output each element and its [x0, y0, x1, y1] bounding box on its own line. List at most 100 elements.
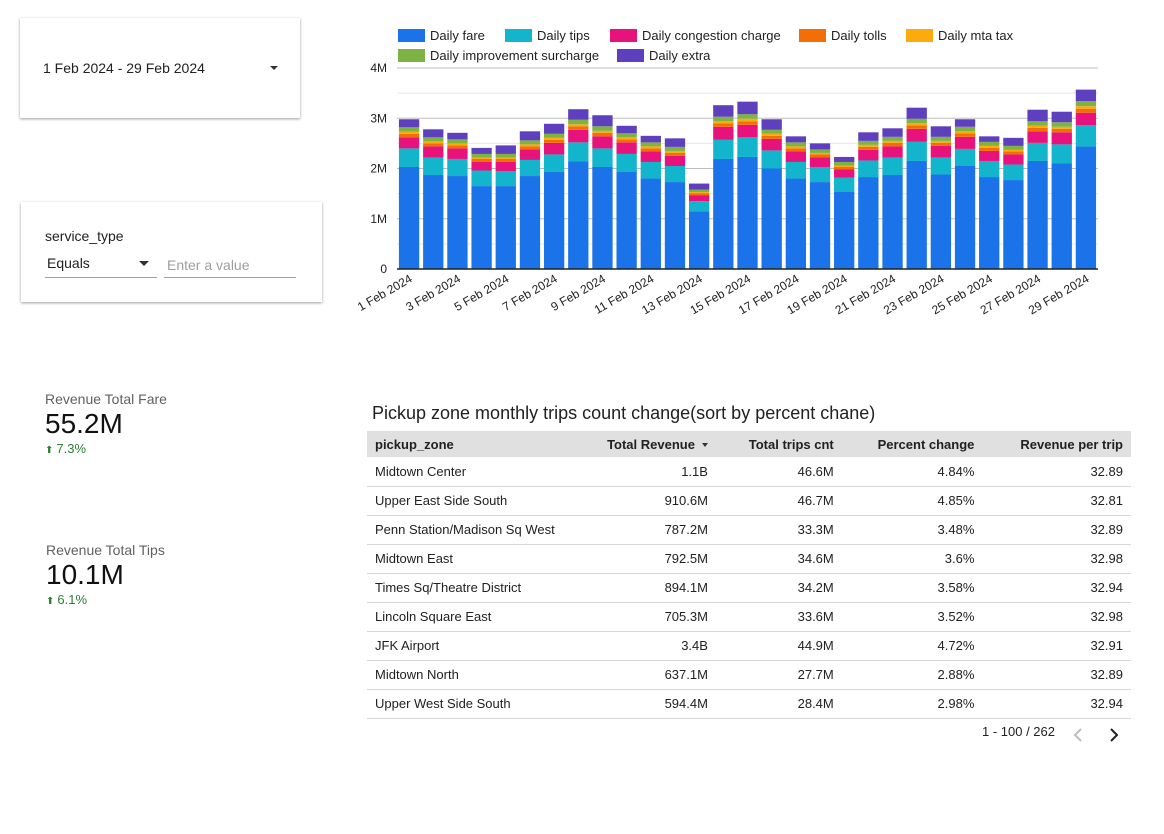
column-header-pickup-zone[interactable]: pickup_zone	[367, 431, 563, 457]
legend-swatch	[398, 49, 425, 62]
bar-segment-daily-improvement-surcharge	[713, 116, 734, 122]
y-tick-label: 4M	[370, 61, 387, 75]
bar-segment-daily-mta-tax	[640, 146, 661, 149]
bar-segment-daily-improvement-surcharge	[471, 153, 492, 158]
legend-swatch	[906, 29, 933, 42]
bar-segment-daily-congestion-charge	[761, 138, 782, 151]
filter-operator-label: Equals	[47, 255, 90, 271]
table-row[interactable]: Upper West Side South 594.4M 28.4M 2.98% 32.…	[367, 689, 1131, 719]
bar-segment-daily-congestion-charge	[592, 136, 613, 149]
bar-segment-daily-improvement-surcharge	[954, 126, 976, 132]
bar-segment-daily-tips	[906, 141, 927, 161]
bar-segment-daily-fare	[689, 211, 710, 269]
legend-label: Daily improvement surcharge	[430, 48, 599, 63]
bar-segment-daily-fare	[761, 168, 782, 269]
chevron-left-icon[interactable]	[1070, 726, 1086, 744]
cell-pickup-zone: Upper East Side South	[367, 486, 563, 516]
bar-segment-daily-mta-tax	[1075, 106, 1097, 109]
bar-segment-daily-tips	[689, 201, 710, 212]
y-tick-label: 3M	[370, 111, 387, 125]
bar-segment-daily-improvement-surcharge	[785, 142, 806, 147]
column-header-total-revenue[interactable]: Total Revenue	[562, 431, 716, 457]
cell-total-trips: 28.4M	[715, 689, 842, 719]
scorecard-value: 10.1M	[46, 559, 124, 590]
table-title: Pickup zone monthly trips count change(s…	[372, 403, 876, 423]
legend-label: Daily congestion charge	[642, 28, 781, 43]
bar-segment-daily-congestion-charge	[398, 137, 420, 149]
bar-segment-daily-mta-tax	[834, 165, 855, 167]
column-header-revenue-per-trip[interactable]: Revenue per trip	[982, 431, 1131, 457]
table-row[interactable]: Penn Station/Madison Sq West 787.2M 33.3M 3…	[367, 515, 1131, 545]
bar-segment-daily-mta-tax	[495, 157, 516, 159]
bar-segment-daily-mta-tax	[713, 121, 734, 124]
table-row[interactable]: Midtown North 637.1M 27.7M 2.88% 32.89	[367, 660, 1131, 690]
date-range-control[interactable]: 1 Feb 2024 - 29 Feb 2024	[20, 18, 300, 118]
bar-segment-daily-congestion-charge	[664, 155, 686, 166]
bar-segment-daily-tolls	[1075, 108, 1097, 113]
bar-segment-daily-congestion-charge	[1027, 131, 1048, 143]
bar-segment-daily-tips	[495, 171, 516, 187]
bar-segment-daily-extra	[785, 136, 806, 143]
bar-segment-daily-fare	[809, 182, 831, 269]
bar-segment-daily-extra	[689, 183, 710, 190]
bar-segment-daily-extra	[858, 132, 879, 141]
bar-segment-daily-extra	[737, 101, 758, 115]
chevron-down-icon[interactable]	[139, 261, 149, 266]
bar-segment-daily-tolls	[954, 133, 976, 137]
bar-segment-daily-mta-tax	[1051, 126, 1072, 129]
table-row[interactable]: Upper East Side South 910.6M 46.7M 4.85% 32.…	[367, 486, 1131, 516]
bar-segment-daily-congestion-charge	[423, 146, 444, 158]
bar-segment-daily-fare	[785, 178, 806, 269]
chevron-right-icon[interactable]	[1106, 726, 1122, 744]
bar-segment-daily-tolls	[979, 147, 1000, 151]
cell-pickup-zone: Upper West Side South	[367, 689, 563, 719]
cell-percent-change: 4.85%	[841, 486, 983, 516]
filter-value-input[interactable]	[164, 252, 296, 278]
bar-segment-daily-extra	[592, 115, 613, 127]
bar-segment-daily-mta-tax	[592, 130, 613, 133]
cell-total-trips: 33.6M	[715, 602, 842, 632]
bar-segment-daily-improvement-surcharge	[882, 136, 903, 141]
bar-segment-daily-improvement-surcharge	[737, 114, 758, 119]
cell-total-trips: 34.6M	[715, 544, 842, 574]
table-row[interactable]: Lincoln Square East 705.3M 33.6M 3.52% 32.98	[367, 602, 1131, 632]
bar-segment-daily-tolls	[543, 139, 565, 143]
bar-segment-daily-congestion-charge	[1003, 154, 1024, 165]
legend-swatch	[617, 49, 644, 62]
bar-segment-daily-tips	[785, 161, 806, 179]
column-header-percent-change[interactable]: Percent change	[841, 431, 983, 457]
bar-segment-daily-fare	[834, 191, 855, 269]
table-body: Midtown Center 1.1B 46.6M 4.84% 32.89 Upper E…	[367, 457, 1131, 719]
cell-revenue-per-trip: 32.94	[982, 689, 1131, 719]
chevron-down-icon[interactable]	[270, 66, 278, 70]
bar-segment-daily-tips	[568, 142, 589, 162]
scorecard-delta-value: 7.3%	[56, 441, 87, 456]
bar-segment-daily-mta-tax	[447, 143, 468, 146]
sort-desc-icon[interactable]	[701, 443, 708, 448]
table-row[interactable]: JFK Airport 3.4B 44.9M 4.72% 32.91	[367, 631, 1131, 661]
bar-segment-daily-fare	[543, 172, 565, 269]
bar-segment-daily-fare	[954, 165, 976, 269]
bar-segment-daily-tips	[592, 148, 613, 167]
cell-revenue-per-trip: 32.81	[982, 486, 1131, 516]
filter-operator-dropdown[interactable]: Equals	[45, 252, 157, 278]
bar-segment-daily-congestion-charge	[834, 169, 855, 178]
bar-segment-daily-congestion-charge	[447, 148, 468, 159]
cell-total-revenue: 594.4M	[562, 689, 716, 719]
table-row[interactable]: Midtown East 792.5M 34.6M 3.6% 32.98	[367, 544, 1131, 574]
bar-segment-daily-tolls	[1003, 151, 1024, 155]
table-row[interactable]: Midtown Center 1.1B 46.6M 4.84% 32.89	[367, 457, 1131, 487]
bar-segment-daily-mta-tax	[398, 131, 420, 134]
bar-segment-daily-fare	[713, 158, 734, 269]
arrow-up-icon: ⬆	[45, 445, 54, 456]
bar-segment-daily-improvement-surcharge	[592, 126, 613, 131]
bar-segment-daily-mta-tax	[1003, 149, 1024, 152]
bar-segment-daily-improvement-surcharge	[1027, 121, 1048, 126]
scorecard-revenue-total-fare: Revenue Total Fare 55.2M ⬆ 7.3%	[45, 391, 167, 456]
column-header-total-trips[interactable]: Total trips cnt	[715, 431, 842, 457]
bar-segment-daily-tips	[761, 150, 782, 169]
bar-segment-daily-mta-tax	[761, 133, 782, 136]
table-row[interactable]: Times Sq/Theatre District 894.1M 34.2M 3.58…	[367, 573, 1131, 603]
bar-segment-daily-tolls	[785, 148, 806, 152]
cell-percent-change: 3.6%	[841, 544, 983, 574]
